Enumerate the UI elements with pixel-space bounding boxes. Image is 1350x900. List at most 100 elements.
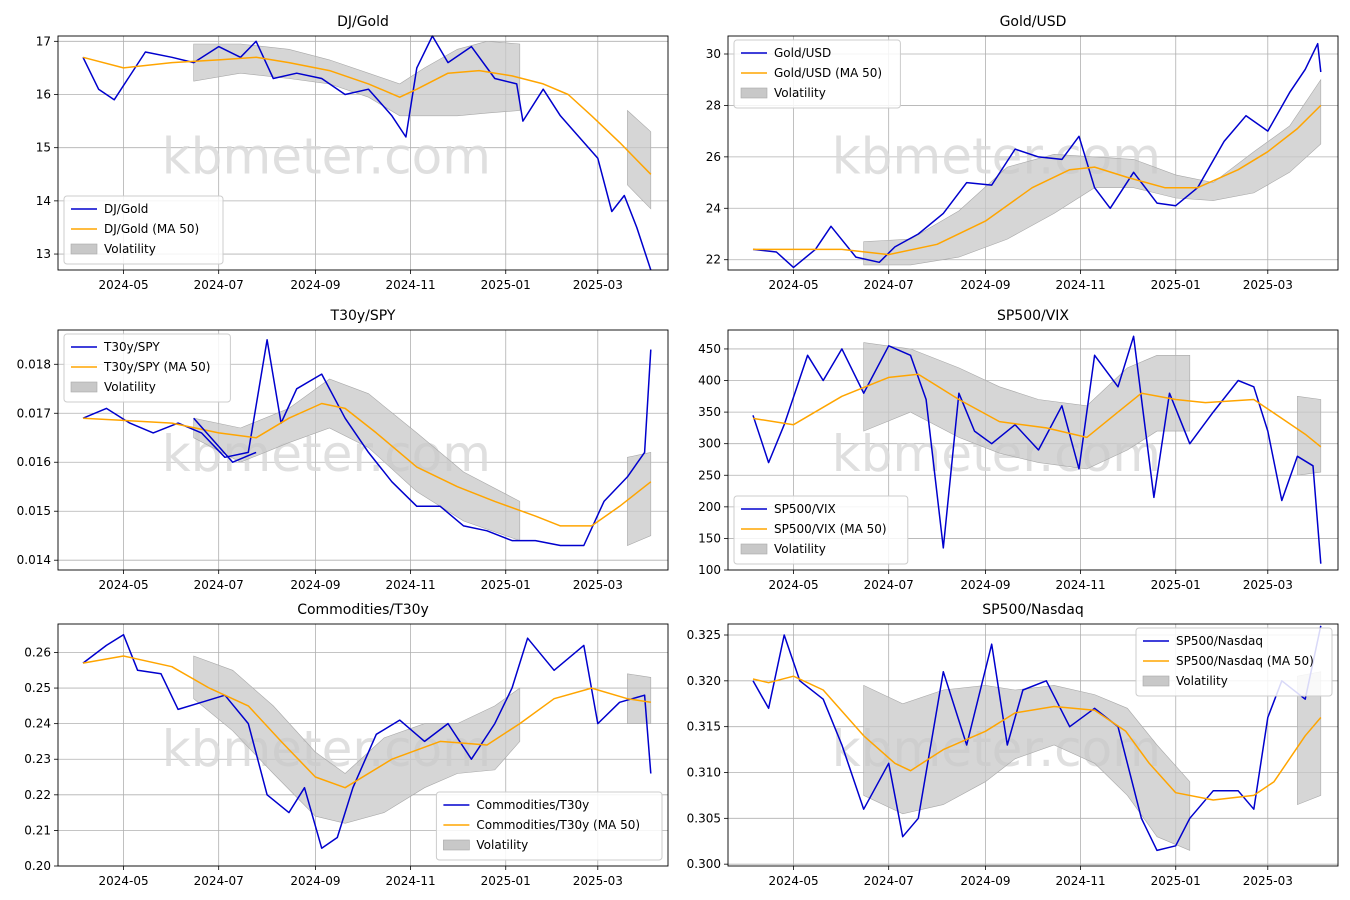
legend: Gold/USD Gold/USD (MA 50) Volatility: [733, 39, 901, 109]
x-tick-label: 2024-11: [1056, 874, 1106, 888]
x-tick-label: 2025-03: [1243, 578, 1293, 592]
legend-label: Volatility: [774, 86, 826, 100]
volatility-band: [863, 684, 1191, 851]
legend-label: Commodities/T30y (MA 50): [476, 818, 640, 832]
chart-panel: Commodities/T30y 2024-05 2024-07 2024-09 202…: [24, 602, 669, 888]
legend-label: T30y/SPY (MA 50): [103, 360, 211, 374]
y-tick-label: 0.320: [687, 674, 721, 688]
y-tick-label: 13: [36, 247, 51, 261]
legend-label: Commodities/T30y: [476, 798, 589, 812]
y-tick-label: 150: [698, 531, 721, 545]
y-tick-label: 0.016: [17, 455, 51, 469]
x-tick-label: 2024-09: [290, 278, 340, 292]
y-tick-label: 0.26: [24, 645, 51, 659]
chart-panel: T30y/SPY 2024-05 2024-07 2024-09 2024-11 2025…: [17, 308, 669, 592]
y-tick-label: 0.017: [17, 406, 51, 420]
y-tick-label: 300: [698, 437, 721, 451]
x-tick-label: 2024-09: [960, 278, 1010, 292]
x-tick-label: 2024-07: [864, 278, 914, 292]
y-tick-label: 0.305: [687, 811, 721, 825]
x-tick-label: 2025-01: [1151, 278, 1201, 292]
y-tick-label: 28: [706, 98, 721, 112]
chart-title: DJ/Gold: [337, 14, 389, 30]
x-tick-label: 2024-09: [960, 874, 1010, 888]
x-tick-label: 2024-09: [960, 578, 1010, 592]
axes-frame: [727, 329, 1339, 571]
legend-label: Volatility: [1176, 674, 1228, 688]
y-tick-label: 30: [706, 47, 721, 61]
x-tick-label: 2025-03: [1243, 278, 1293, 292]
x-tick-label: 2025-01: [481, 874, 531, 888]
y-tick-label: 0.21: [24, 823, 51, 837]
x-tick-label: 2024-09: [290, 874, 340, 888]
volatility-band: [863, 78, 1322, 266]
y-tick-label: 350: [698, 405, 721, 419]
axes-frame: [57, 623, 669, 867]
moving-average-line: [752, 373, 1322, 448]
legend-swatch: [740, 87, 768, 99]
volatility-band: [1297, 395, 1322, 476]
volatility-band: [627, 452, 652, 546]
x-tick-label: 2024-07: [864, 578, 914, 592]
y-tick-label: 17: [36, 34, 51, 48]
legend-label: T30y/SPY: [103, 340, 160, 354]
x-tick-label: 2024-07: [194, 874, 244, 888]
x-tick-label: 2024-11: [1056, 278, 1106, 292]
y-tick-label: 450: [698, 342, 721, 356]
y-tick-label: 0.24: [24, 717, 51, 731]
y-tick-label: 22: [706, 253, 721, 267]
x-tick-label: 2024-05: [768, 874, 818, 888]
legend-label: SP500/Nasdaq: [1176, 634, 1263, 648]
chart-panel: DJ/Gold 2024-05 2024-07 2024-09 2024-11 2025-…: [36, 14, 669, 292]
y-tick-label: 15: [36, 141, 51, 155]
chart-title: SP500/Nasdaq: [982, 602, 1083, 618]
x-tick-label: 2025-01: [1151, 578, 1201, 592]
y-tick-label: 0.23: [24, 752, 51, 766]
volatility-band: [627, 109, 652, 210]
y-tick-label: 200: [698, 500, 721, 514]
x-tick-label: 2024-05: [768, 278, 818, 292]
legend: DJ/Gold DJ/Gold (MA 50) Volatility: [63, 195, 224, 265]
moving-average-line: [82, 402, 652, 527]
legend: Commodities/T30y Commodities/T30y (MA 50)…: [435, 791, 663, 861]
y-tick-label: 0.22: [24, 788, 51, 802]
x-tick-label: 2024-05: [768, 578, 818, 592]
x-tick-label: 2024-11: [386, 874, 436, 888]
series-line: [752, 335, 1322, 564]
axes-frame: [57, 35, 669, 271]
x-tick-label: 2024-11: [386, 578, 436, 592]
moving-average-line: [752, 675, 1322, 801]
y-tick-label: 250: [698, 468, 721, 482]
series-line: [752, 625, 1322, 852]
x-tick-label: 2024-07: [864, 874, 914, 888]
moving-average-line: [82, 56, 652, 175]
volatility-band: [193, 655, 521, 824]
chart-title: T30y/SPY: [330, 308, 396, 324]
axes-frame: [727, 623, 1339, 867]
legend-box: [63, 333, 231, 403]
axes-frame: [727, 35, 1339, 271]
legend-label: Gold/USD (MA 50): [774, 66, 882, 80]
y-tick-label: 0.20: [24, 859, 51, 873]
legend-label: SP500/VIX (MA 50): [774, 522, 887, 536]
legend-label: Volatility: [104, 380, 156, 394]
x-tick-label: 2025-01: [1151, 874, 1201, 888]
y-tick-label: 0.25: [24, 681, 51, 695]
volatility-band: [863, 342, 1191, 470]
moving-average-line: [753, 104, 1322, 256]
volatility-band: [627, 673, 652, 724]
legend-box: [1135, 627, 1333, 697]
chart-title: SP500/VIX: [997, 308, 1069, 324]
legend-swatch: [1142, 675, 1170, 687]
y-tick-label: 0.018: [17, 357, 51, 371]
legend-label: SP500/VIX: [774, 502, 836, 516]
chart-panel: Gold/USD 2024-05 2024-07 2024-09 2024-11 2025…: [706, 14, 1339, 292]
legend: T30y/SPY T30y/SPY (MA 50) Volatility: [63, 333, 231, 403]
y-tick-label: 0.325: [687, 628, 721, 642]
series-line: [752, 42, 1322, 269]
y-tick-label: 100: [698, 563, 721, 577]
x-tick-label: 2025-03: [573, 578, 623, 592]
y-tick-label: 0.300: [687, 857, 721, 871]
x-tick-label: 2024-05: [98, 874, 148, 888]
